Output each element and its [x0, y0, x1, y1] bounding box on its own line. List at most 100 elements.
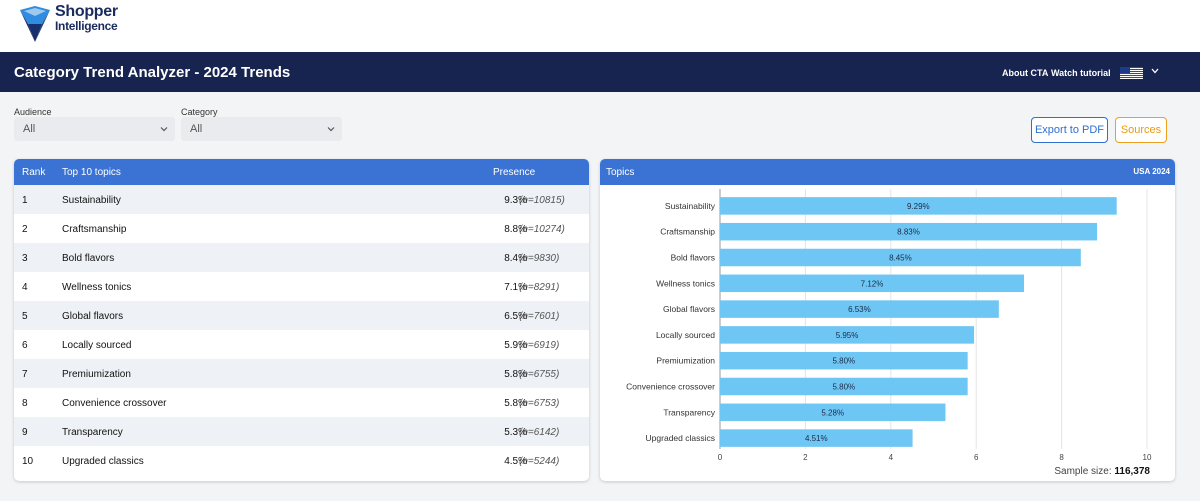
bar: [720, 403, 946, 422]
sample-count-cell: (n=10815): [519, 195, 565, 206]
topic-column-header[interactable]: Top 10 topics: [62, 167, 121, 178]
topics-table: Rank Top 10 topics Presence 1 Sustainabi…: [14, 159, 589, 481]
sample-count-cell: (n=10274): [519, 224, 565, 235]
category-label: Locally sourced: [656, 330, 715, 340]
topic-cell: Locally sourced: [62, 340, 132, 351]
sample-count-cell: (n=6755): [519, 369, 560, 380]
topic-cell: Sustainability: [62, 195, 121, 206]
table-row: 5 Global flavors 6.5% (n=7601): [14, 301, 589, 330]
sample-size: Sample size: 116,378: [1054, 466, 1150, 477]
rank-cell: 3: [22, 253, 28, 264]
rank-cell: 8: [22, 398, 28, 409]
sample-count-cell: (n=6753): [519, 398, 560, 409]
bar-value-label: 5.28%: [821, 408, 844, 417]
about-cta-link[interactable]: About CTA: [1002, 68, 1049, 78]
presence-cell: 9.3%: [504, 195, 527, 206]
page-title: Category Trend Analyzer - 2024 Trends: [14, 64, 291, 81]
chevron-down-icon: [160, 127, 168, 132]
usa-flag-icon[interactable]: [1120, 67, 1143, 79]
sample-count-cell: (n=7601): [519, 311, 560, 322]
sample-size-value: 116,378: [1114, 466, 1150, 477]
table-header: Rank Top 10 topics Presence: [14, 159, 589, 185]
x-tick-label: 8: [1059, 453, 1064, 462]
rank-column-header[interactable]: Rank: [22, 167, 46, 178]
rank-cell: 1: [22, 195, 28, 206]
table-row: 8 Convenience crossover 5.8% (n=6753): [14, 388, 589, 417]
table-row: 6 Locally sourced 5.9% (n=6919): [14, 330, 589, 359]
brand-name: Shopper Intelligence: [55, 4, 118, 34]
category-select[interactable]: All: [181, 117, 342, 141]
topics-chart-panel: Topics USA 2024 0 2 4 6 8 10 Sustainability 9.2…: [600, 159, 1175, 481]
topic-cell: Wellness tonics: [62, 282, 132, 293]
x-tick-label: 10: [1143, 453, 1152, 462]
chart-header: Topics USA 2024: [600, 159, 1175, 185]
rank-cell: 5: [22, 311, 28, 322]
presence-cell: 6.5%: [504, 311, 527, 322]
bar: [720, 222, 1098, 241]
topic-cell: Craftsmanship: [62, 224, 127, 235]
presence-cell: 8.4%: [504, 253, 527, 264]
table-row: 9 Transparency 5.3% (n=6142): [14, 417, 589, 446]
topic-cell: Upgraded classics: [62, 456, 144, 467]
rank-cell: 6: [22, 340, 28, 351]
category-label: Upgraded classics: [646, 433, 715, 443]
topic-cell: Premiumization: [62, 369, 131, 380]
rank-cell: 9: [22, 427, 28, 438]
presence-cell: 5.9%: [504, 340, 527, 351]
sample-count-cell: (n=9830): [519, 253, 560, 264]
category-label: Transparency: [663, 407, 715, 417]
bar: [720, 429, 913, 447]
bar: [720, 300, 999, 318]
topic-cell: Transparency: [62, 427, 123, 438]
category-label: Global flavors: [663, 304, 715, 314]
bar-value-label: 4.51%: [805, 434, 828, 443]
watch-tutorial-link[interactable]: Watch tutorial: [1051, 68, 1111, 78]
table-row: 2 Craftsmanship 8.8% (n=10274): [14, 214, 589, 243]
category-label: Craftsmanship: [660, 227, 715, 237]
x-tick-label: 2: [803, 453, 808, 462]
shopper-intelligence-logo-icon[interactable]: [18, 4, 52, 44]
category-label: Convenience crossover: [626, 382, 715, 392]
topic-cell: Convenience crossover: [62, 398, 167, 409]
audience-label: Audience: [14, 107, 52, 117]
chart-title: Topics: [606, 167, 635, 178]
rank-cell: 4: [22, 282, 28, 293]
bar-value-label: 8.83%: [897, 228, 920, 237]
export-to-pdf-button[interactable]: Export to PDF: [1031, 117, 1108, 143]
presence-column-header[interactable]: Presence: [493, 167, 536, 178]
category-label: Bold flavors: [671, 253, 715, 263]
rank-cell: 7: [22, 369, 28, 380]
presence-cell: 4.5%: [504, 456, 527, 467]
rank-cell: 10: [22, 456, 34, 467]
table-row: 10 Upgraded classics 4.5% (n=5244): [14, 446, 589, 475]
audience-select[interactable]: All: [14, 117, 175, 141]
bar: [720, 274, 1025, 293]
sources-button[interactable]: Sources: [1115, 117, 1167, 143]
table-row: 3 Bold flavors 8.4% (n=9830): [14, 243, 589, 272]
sample-count-cell: (n=6142): [519, 427, 560, 438]
x-tick-label: 0: [718, 453, 723, 462]
chevron-down-icon[interactable]: [1150, 66, 1160, 76]
audience-select-value: All: [23, 123, 36, 135]
bar-value-label: 9.29%: [907, 202, 930, 211]
bar-value-label: 5.80%: [832, 383, 855, 392]
topic-cell: Global flavors: [62, 311, 124, 322]
bar-value-label: 8.45%: [889, 254, 912, 263]
x-tick-label: 6: [974, 453, 979, 462]
bar-value-label: 5.95%: [836, 331, 859, 340]
category-label: Sustainability: [665, 201, 716, 211]
sample-count-cell: (n=8291): [519, 282, 560, 293]
table-row: 1 Sustainability 9.3% (n=10815): [14, 185, 589, 214]
presence-cell: 7.1%: [504, 282, 527, 293]
table-row: 7 Premiumization 5.8% (n=6755): [14, 359, 589, 388]
bar-value-label: 5.80%: [832, 357, 855, 366]
bar: [720, 351, 968, 370]
topics-bar-chart: 0 2 4 6 8 10 Sustainability 9.29% Craftsmanship 8…: [626, 189, 1152, 462]
topic-cell: Bold flavors: [62, 253, 115, 264]
brand-line-2: Intelligence: [55, 19, 118, 33]
rank-cell: 2: [22, 224, 28, 235]
category-select-value: All: [190, 123, 203, 135]
bar-value-label: 7.12%: [861, 279, 884, 288]
category-label: Wellness tonics: [656, 278, 715, 288]
category-label: Premiumization: [656, 356, 715, 366]
